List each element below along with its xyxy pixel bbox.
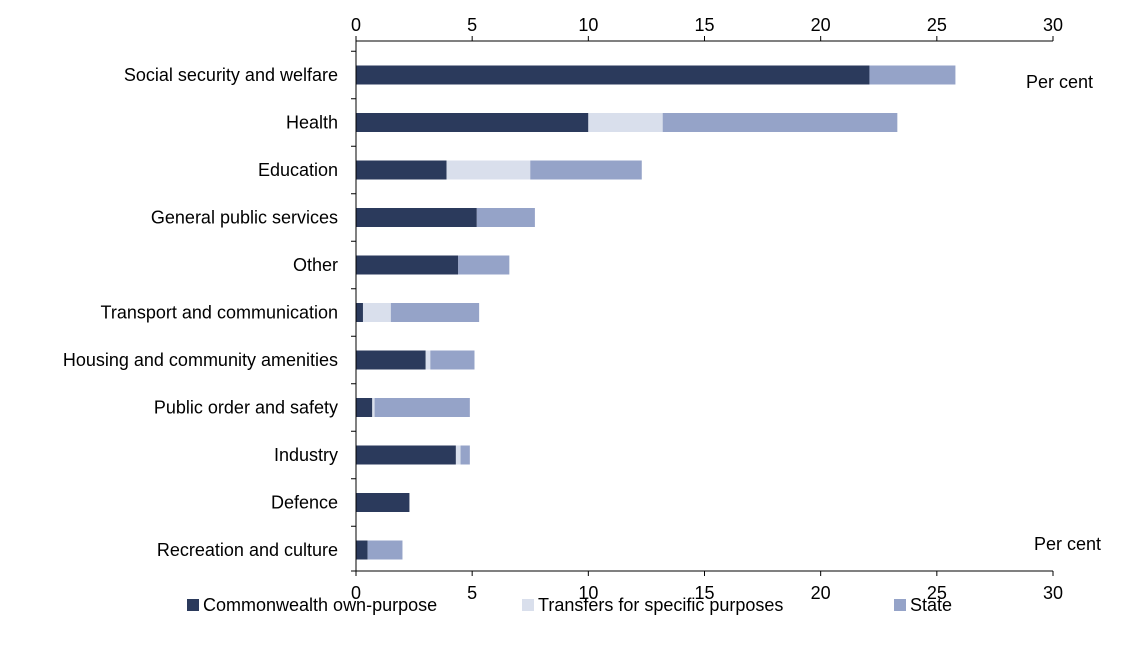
bar-segment — [476, 208, 535, 227]
x-axis-unit-top: Per cent — [1026, 72, 1093, 92]
category-label: Social security and welfare — [124, 65, 338, 85]
legend-swatch — [522, 599, 534, 611]
category-label: General public services — [151, 208, 338, 228]
bar-segment — [430, 350, 475, 370]
legend: Commonwealth own-purpose Transfers for sp… — [187, 595, 952, 615]
top-tick-label: 15 — [694, 15, 714, 35]
bar-segment — [356, 540, 368, 560]
bar-segment — [374, 398, 470, 417]
bar-segment — [367, 540, 403, 560]
bar-segment — [356, 350, 426, 370]
category-label: Transport and communication — [101, 303, 338, 323]
bar-segment — [372, 398, 375, 417]
bar-segment — [356, 445, 456, 465]
bar-segment — [662, 113, 898, 132]
legend-label: State — [910, 595, 952, 615]
top-tick-label: 10 — [578, 15, 598, 35]
legend-swatch — [187, 599, 199, 611]
bottom-tick-label: 30 — [1043, 583, 1063, 603]
bottom-tick-label: 15 — [694, 583, 714, 603]
bar-segment — [425, 350, 431, 370]
bar-segment — [460, 445, 470, 465]
top-tick-label: 25 — [927, 15, 947, 35]
bottom-tick-label: 10 — [578, 583, 598, 603]
top-tick-label: 20 — [811, 15, 831, 35]
category-labels: Social security and welfare Health Educati… — [63, 50, 356, 572]
bottom-tick-label: 0 — [351, 583, 361, 603]
bars-layer — [356, 65, 956, 560]
bar-segment — [356, 65, 870, 85]
bar-segment — [362, 303, 391, 322]
category-label: Industry — [274, 445, 338, 465]
bottom-tick-label: 20 — [811, 583, 831, 603]
category-label: Health — [286, 113, 338, 133]
ticks-layer: 0 0 5 5 10 10 15 15 20 20 25 25 30 30 — [351, 15, 1063, 603]
top-tick-label: 30 — [1043, 15, 1063, 35]
x-axis-unit-bottom: Per cent — [1034, 534, 1101, 554]
bar-segment — [446, 160, 531, 180]
bar-segment — [356, 493, 410, 512]
category-label: Public order and safety — [154, 398, 338, 418]
bar-segment — [869, 65, 956, 85]
bar-segment — [455, 445, 461, 465]
category-label: Defence — [271, 493, 338, 513]
category-label: Education — [258, 160, 338, 180]
bar-segment — [356, 160, 447, 180]
bottom-tick-label: 5 — [467, 583, 477, 603]
bottom-tick-label: 25 — [927, 583, 947, 603]
legend-label: Commonwealth own-purpose — [203, 595, 437, 615]
bar-segment — [356, 255, 459, 275]
bar-segment — [530, 160, 642, 180]
bar-segment — [356, 208, 477, 227]
bar-segment — [458, 255, 510, 275]
bar-segment — [390, 303, 480, 322]
top-tick-label: 0 — [351, 15, 361, 35]
category-label: Other — [293, 255, 338, 275]
category-label: Recreation and culture — [157, 540, 338, 560]
legend-label: Transfers for specific purposes — [538, 595, 783, 615]
legend-swatch — [894, 599, 906, 611]
bar-segment — [588, 113, 663, 132]
category-label: Housing and community amenities — [63, 350, 338, 370]
bar-segment — [356, 398, 373, 417]
top-tick-label: 5 — [467, 15, 477, 35]
bar-segment — [356, 303, 363, 322]
bar-segment — [356, 113, 589, 132]
